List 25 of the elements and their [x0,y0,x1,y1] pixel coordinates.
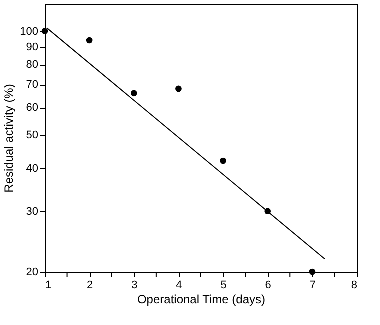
point [86,37,93,44]
y-tick-label: 70 [26,79,38,92]
y-tick-label: 40 [26,162,38,175]
x-tick-label: 6 [265,280,272,292]
y-tick-label: 60 [26,102,38,114]
x-tick-label: 8 [351,280,358,292]
point [309,268,316,276]
x-tick-label: 7 [310,280,316,292]
x-tick-label: 2 [87,280,94,292]
point [220,158,226,164]
x-tick-label: 3 [132,280,138,292]
x-axis-title: Operational Time (days) [137,292,266,306]
x-tick-label: 4 [176,280,182,292]
y-tick-label: 90 [26,42,38,54]
y-axis-title: Residual activity (%) [2,84,16,193]
y-tick-label: 30 [26,206,38,218]
y-tick-label: 100 [20,26,38,38]
point [42,28,48,34]
x-tick-label: 1 [46,280,52,292]
point [176,86,182,92]
y-tick-label: 20 [26,266,38,278]
point [130,90,138,97]
x-tick-label: 5 [220,280,227,292]
y-tick-label: 80 [26,59,38,72]
y-tick-label: 50 [26,129,38,142]
